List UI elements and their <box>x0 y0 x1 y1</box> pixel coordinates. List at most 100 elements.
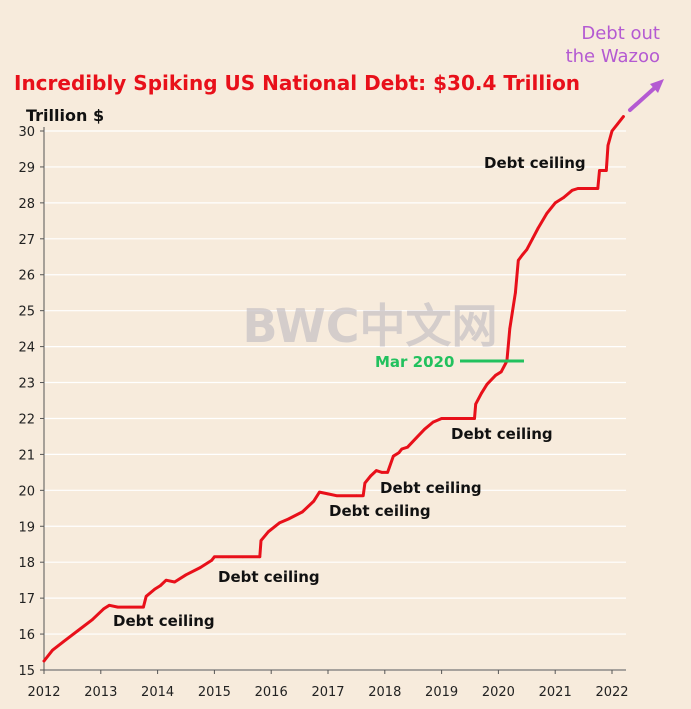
debt-data-point <box>173 580 176 584</box>
y-tick-label: 28 <box>18 197 35 212</box>
debt-ceiling-label: Debt ceiling <box>113 612 215 630</box>
debt-data-point <box>374 469 378 472</box>
debt-data-point <box>386 471 389 474</box>
debt-data-point <box>102 607 105 611</box>
debt-data-point <box>76 629 80 632</box>
debt-data-point <box>622 115 625 118</box>
debt-data-point <box>213 555 216 559</box>
y-tick-label: 24 <box>18 341 35 356</box>
debt-data-point <box>241 555 245 559</box>
debt-data-point <box>301 510 304 514</box>
y-tick-label: 25 <box>18 305 35 320</box>
x-tick-label: 2012 <box>27 685 60 700</box>
y-tick-label: 30 <box>18 125 35 140</box>
x-tick-label: 2020 <box>482 685 515 700</box>
debt-data-point <box>431 420 435 424</box>
x-tick-label: 2019 <box>425 685 458 700</box>
y-tick-label: 26 <box>18 269 35 284</box>
debt-data-point <box>227 555 230 559</box>
debt-data-point <box>221 555 225 559</box>
debt-data-point <box>259 539 263 542</box>
debt-ceiling-label: Debt ceiling <box>218 568 320 586</box>
debt-data-point <box>397 451 401 454</box>
debt-data-point <box>499 370 503 374</box>
debt-data-point <box>596 187 600 190</box>
x-tick-label: 2013 <box>84 685 117 700</box>
debt-data-point <box>164 578 168 582</box>
debt-data-point <box>440 417 443 420</box>
y-tick-label: 21 <box>18 448 35 463</box>
debt-data-point <box>553 201 557 205</box>
chart-title: Incredibly Spiking US National Debt: $30… <box>14 71 580 95</box>
debt-data-point <box>570 188 574 192</box>
wazoo-arrow-head <box>650 79 664 93</box>
debt-data-point <box>326 492 330 496</box>
debt-data-point <box>562 196 566 199</box>
debt-data-point <box>468 417 472 420</box>
y-tick-label: 15 <box>18 664 35 679</box>
debt-data-point <box>516 259 520 262</box>
debt-data-point <box>335 494 338 498</box>
debt-series-line <box>42 115 625 663</box>
debt-data-point <box>525 248 529 251</box>
x-tick-label: 2022 <box>595 685 628 700</box>
mar-2020-label: Mar 2020 <box>375 353 454 371</box>
debt-data-point <box>369 474 372 478</box>
debt-data-point <box>536 226 540 230</box>
y-tick-label: 27 <box>18 233 35 248</box>
wazoo-label-line1: Debt out <box>581 23 660 44</box>
y-axis-title: Trillion $ <box>26 106 104 125</box>
debt-data-point <box>454 417 458 420</box>
debt-data-point <box>508 327 512 330</box>
debt-ceiling-label: Debt ceiling <box>329 502 431 520</box>
debt-data-point <box>585 187 588 190</box>
debt-data-point <box>286 517 290 521</box>
debt-data-point <box>62 639 66 643</box>
debt-data-point <box>116 605 120 609</box>
debt-data-point <box>616 122 619 126</box>
debt-ceiling-label: Debt ceiling <box>484 154 586 172</box>
debt-ceiling-label: Debt ceiling <box>380 479 482 497</box>
y-tick-label: 20 <box>18 484 35 499</box>
x-tick-label: 2017 <box>311 685 344 700</box>
debt-data-point <box>605 169 608 172</box>
debt-data-point <box>598 169 601 172</box>
debt-data-point <box>361 494 365 498</box>
debt-data-point <box>514 291 517 295</box>
debt-data-point <box>400 447 404 451</box>
debt-data-point <box>159 584 162 587</box>
debt-data-point <box>579 187 583 190</box>
debt-data-point <box>392 454 395 458</box>
debt-data-point <box>210 559 213 562</box>
debt-ceiling-label: Debt ceiling <box>451 425 553 443</box>
debt-data-point <box>406 445 409 449</box>
debt-data-point <box>423 427 426 431</box>
x-tick-label: 2015 <box>198 685 231 700</box>
debt-data-point <box>448 417 452 420</box>
debt-data-point <box>127 605 131 609</box>
debt-data-point <box>184 573 188 577</box>
x-tick-label: 2021 <box>539 685 572 700</box>
x-tick-label: 2018 <box>368 685 401 700</box>
debt-data-point <box>473 417 476 420</box>
wazoo-label-line2: the Wazoo <box>566 46 660 67</box>
debt-data-point <box>414 436 418 440</box>
debt-data-point <box>267 530 270 533</box>
debt-data-point <box>545 212 548 215</box>
y-tick-label: 17 <box>18 592 35 607</box>
y-tick-label: 18 <box>18 556 35 571</box>
debt-data-point <box>576 187 580 190</box>
debt-data-point <box>520 253 524 257</box>
debt-data-point <box>494 374 497 377</box>
debt-data-point <box>485 383 489 386</box>
y-tick-label: 23 <box>18 377 35 392</box>
debt-data-point <box>474 402 477 406</box>
debt-data-point <box>312 499 316 503</box>
debt-data-point <box>531 237 534 241</box>
x-tick-label: 2014 <box>141 685 174 700</box>
x-tick-label: 2016 <box>255 685 288 700</box>
debt-data-point <box>480 392 483 395</box>
debt-data-point <box>108 604 111 607</box>
debt-data-point <box>363 481 367 485</box>
